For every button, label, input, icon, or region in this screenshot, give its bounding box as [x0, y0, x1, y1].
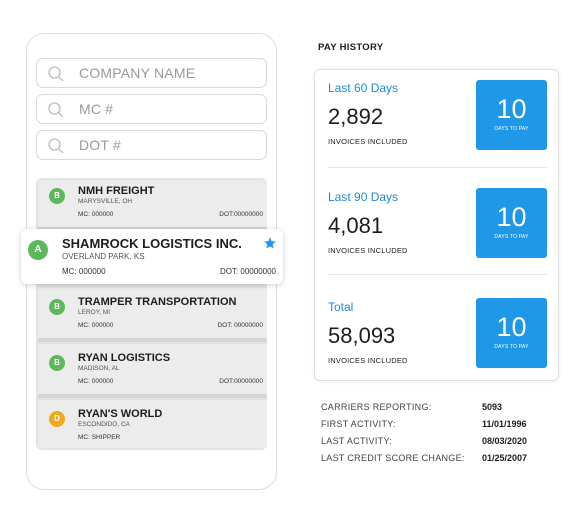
company-mc: MC: 000000 [78, 378, 114, 385]
star-icon[interactable] [263, 236, 277, 250]
mc-placeholder: MC # [79, 101, 114, 117]
list-item[interactable]: B RYAN LOGISTICS MADISON, AL MC: 000000 … [38, 344, 267, 398]
invoices-included-label: INVOICES INCLUDED [328, 246, 408, 255]
days-to-pay-label: DAYS TO PAY [494, 126, 529, 132]
divider [328, 274, 547, 275]
invoice-count: 4,081 [328, 213, 384, 238]
invoice-count: 2,892 [328, 104, 384, 129]
last-activity-value: 08/03/2020 [482, 436, 528, 446]
last-activity-label: LAST ACTIVITY: [321, 436, 393, 446]
carriers-reporting-value: 5093 [482, 402, 503, 412]
period-label: Total [328, 300, 354, 314]
carriers-reporting-label: CARRIERS REPORTING: [321, 402, 432, 412]
score-badge: B [49, 299, 65, 315]
days-to-pay-box: 10 DAYS TO PAY [476, 298, 547, 368]
company-mc: MC: 000000 [62, 267, 106, 276]
company-dot: DOT: 00000000 [219, 267, 276, 276]
first-activity-label: FIRST ACTIVITY: [321, 419, 396, 429]
score-badge: D [49, 411, 65, 427]
days-to-pay-label: DAYS TO PAY [494, 234, 529, 240]
days-to-pay-value: 10 [496, 94, 527, 124]
selected-list-item[interactable]: A SHAMROCK LOGISTICS INC. OVERLAND PARK,… [21, 229, 283, 284]
divider [328, 167, 547, 168]
company-location: MADISON, AL [78, 365, 120, 372]
company-dot: DOT:00000000 [219, 211, 263, 218]
company-mc: MC: 000000 [78, 322, 114, 329]
invoices-included-label: INVOICES INCLUDED [328, 137, 408, 146]
last-credit-score-change-label: LAST CREDIT SCORE CHANGE: [321, 453, 465, 463]
company-name: RYAN LOGISTICS [78, 352, 171, 364]
company-mc: MC: 000000 [78, 211, 114, 218]
company-location: MARYSVILLE, OH [78, 198, 133, 205]
company-mc: MC: SHIPPER [78, 434, 121, 441]
company-name-placeholder: COMPANY NAME [79, 65, 196, 81]
score-badge: B [49, 355, 65, 371]
company-name-search[interactable]: COMPANY NAME [36, 58, 267, 88]
company-dot: DOT: 00000000 [217, 322, 263, 329]
company-name: SHAMROCK LOGISTICS INC. [62, 236, 242, 251]
search-icon [48, 138, 64, 154]
dot-search[interactable]: DOT # [36, 130, 267, 160]
company-name: NMH FREIGHT [78, 185, 155, 197]
days-to-pay-value: 10 [496, 312, 527, 342]
company-location: ESCONDIDO, CA [78, 421, 131, 428]
first-activity-value: 11/01/1996 [482, 419, 527, 429]
days-to-pay-label: DAYS TO PAY [494, 344, 529, 350]
score-badge: B [49, 188, 65, 204]
search-icon [48, 102, 64, 118]
days-to-pay-box: 10 DAYS TO PAY [476, 188, 547, 258]
list-item[interactable]: B TRAMPER TRANSPORTATION LEROY, MI MC: 0… [38, 288, 267, 342]
dot-placeholder: DOT # [79, 137, 121, 153]
company-location: OVERLAND PARK, KS [62, 252, 145, 261]
company-name: TRAMPER TRANSPORTATION [78, 296, 237, 308]
company-name: RYAN'S WORLD [78, 408, 163, 420]
score-badge: A [28, 240, 48, 260]
mc-search[interactable]: MC # [36, 94, 267, 124]
days-to-pay-box: 10 DAYS TO PAY [476, 80, 547, 150]
days-to-pay-value: 10 [496, 202, 527, 232]
list-item[interactable]: B NMH FREIGHT MARYSVILLE, OH MC: 000000 … [38, 180, 267, 231]
last-credit-score-change-value: 01/25/2007 [482, 453, 528, 463]
list-item[interactable]: D RYAN'S WORLD ESCONDIDO, CA MC: SHIPPER [38, 400, 267, 448]
period-label: Last 60 Days [328, 81, 399, 95]
company-dot: DOT:00000000 [219, 378, 263, 385]
company-location: LEROY, MI [78, 309, 111, 316]
invoices-included-label: INVOICES INCLUDED [328, 356, 408, 365]
invoice-count: 58,093 [328, 323, 396, 348]
period-label: Last 90 Days [328, 190, 399, 204]
search-icon [48, 66, 64, 82]
pay-history-title: PAY HISTORY [318, 42, 384, 53]
